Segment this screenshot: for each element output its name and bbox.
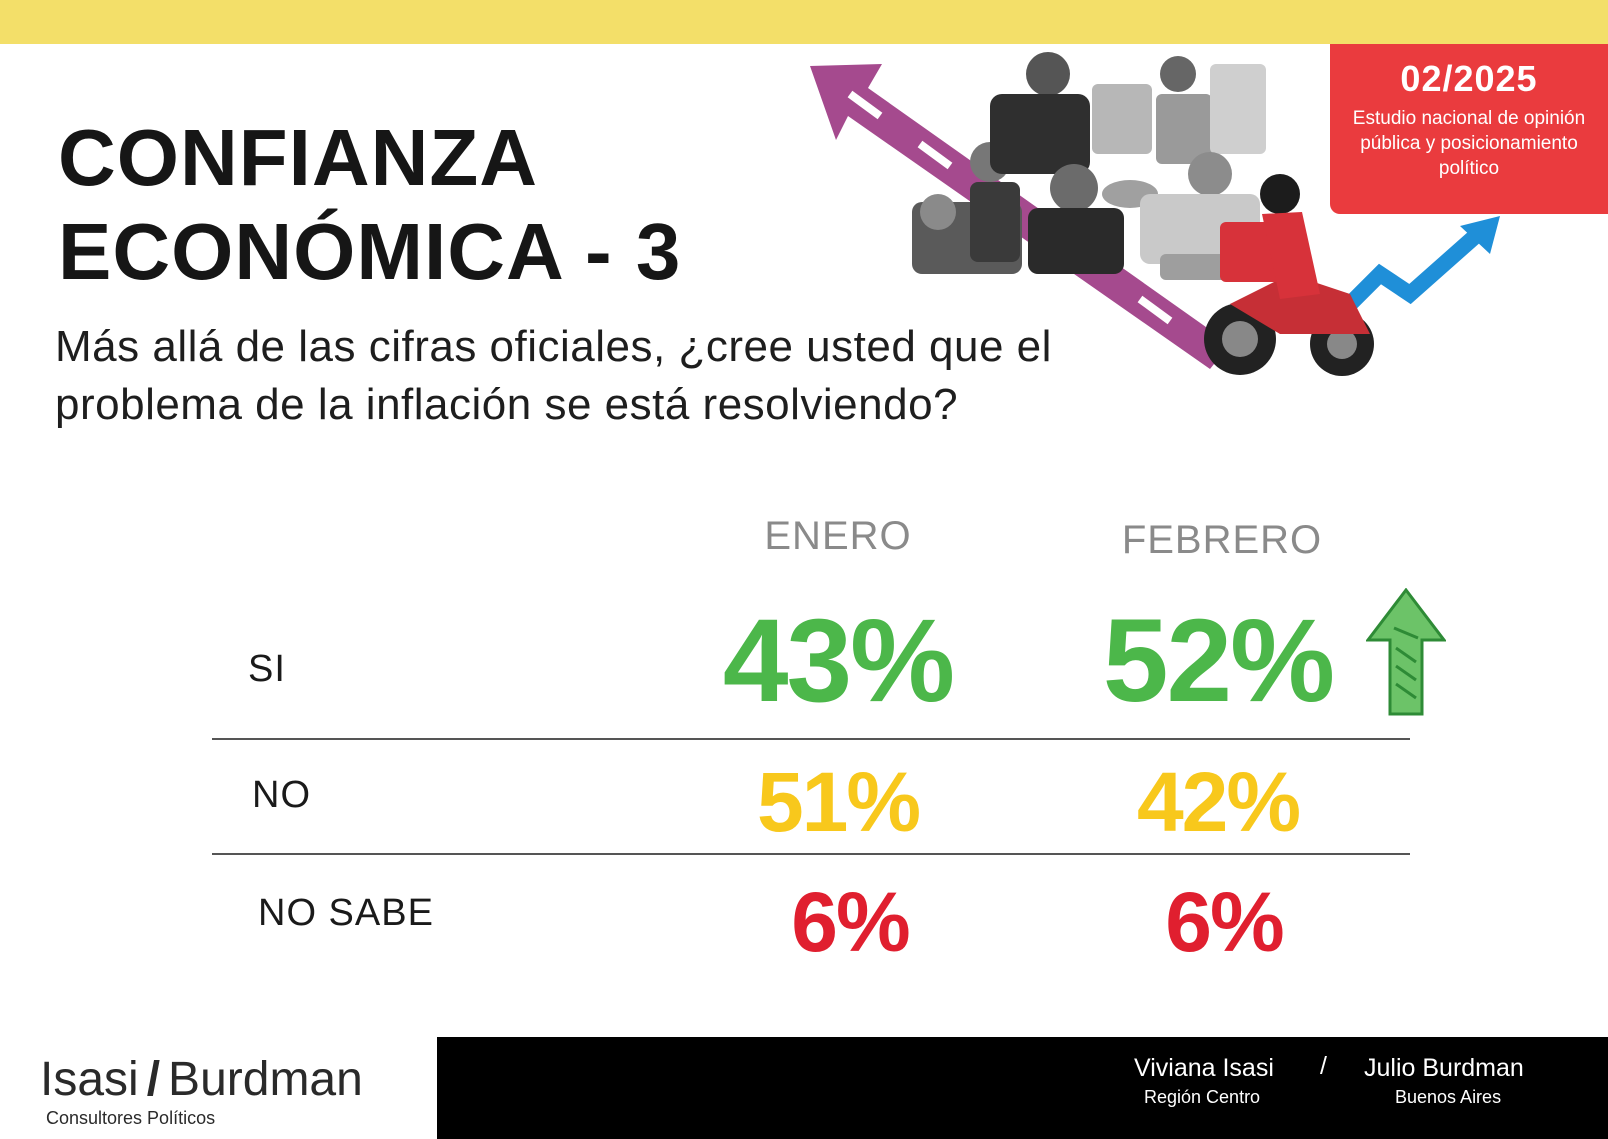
person-1-name: Viviana Isasi — [1134, 1054, 1274, 1082]
row-label-no: NO — [252, 774, 311, 816]
up-arrow-icon — [1366, 588, 1446, 716]
blue-arrow-icon — [1324, 216, 1500, 330]
value-no-sabe-febrero: 6% — [1165, 875, 1284, 969]
footer-separator: / — [1320, 1052, 1327, 1080]
logo-subtitle: Consultores Políticos — [46, 1108, 216, 1128]
value-si-enero: 43% — [722, 595, 955, 727]
value-no-enero: 51% — [756, 755, 921, 849]
top-accent-bar — [0, 0, 1608, 44]
value-si-febrero: 52% — [1102, 595, 1335, 727]
person-2-name: Julio Burdman — [1364, 1054, 1524, 1082]
footer-bar — [437, 1037, 1608, 1139]
column-header-febrero: FEBRERO — [1121, 518, 1323, 562]
company-logo: Isasi / Burdman — [40, 1052, 363, 1107]
value-no-sabe-enero: 6% — [791, 875, 910, 969]
row-label-no-sabe: NO SABE — [258, 892, 434, 934]
logo-slash: / — [146, 1053, 161, 1106]
value-no-febrero: 42% — [1136, 755, 1301, 849]
delivery-motorbike-icon — [1204, 174, 1374, 376]
person-2-place: Buenos Aires — [1395, 1087, 1502, 1107]
row-divider — [212, 853, 1410, 855]
study-date: 02/2025 — [1400, 58, 1538, 99]
person-1-place: Región Centro — [1144, 1087, 1261, 1107]
economy-illustration — [810, 52, 1500, 376]
page-title-line-2: ECONÓMICA - 3 — [58, 207, 682, 296]
page-title-line-1: CONFIANZA — [58, 113, 539, 202]
row-divider — [212, 738, 1410, 740]
logo-burdman: Burdman — [168, 1053, 363, 1106]
column-header-enero: ENERO — [764, 514, 912, 558]
study-badge: 02/2025 Estudio nacional de opinión públ… — [1330, 44, 1608, 214]
logo-isasi: Isasi — [40, 1053, 139, 1106]
study-subtitle: Estudio nacional de opinión pública y po… — [1352, 108, 1586, 179]
survey-question: Más allá de las cifras oficiales, ¿cree … — [55, 322, 1052, 429]
row-label-si: SI — [248, 648, 286, 690]
